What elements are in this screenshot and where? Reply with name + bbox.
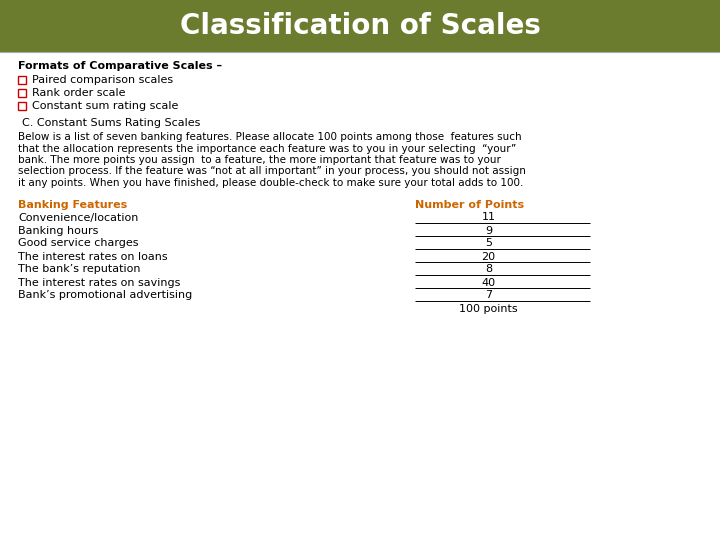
Text: C. Constant Sums Rating Scales: C. Constant Sums Rating Scales	[22, 118, 200, 128]
Text: bank. The more points you assign  to a feature, the more important that feature : bank. The more points you assign to a fe…	[18, 155, 501, 165]
Text: 9: 9	[485, 226, 492, 235]
Text: The bank’s reputation: The bank’s reputation	[18, 265, 140, 274]
Text: The interest rates on savings: The interest rates on savings	[18, 278, 181, 287]
FancyBboxPatch shape	[0, 0, 720, 52]
Text: Good service charges: Good service charges	[18, 239, 138, 248]
Text: Formats of Comparative Scales –: Formats of Comparative Scales –	[18, 61, 222, 71]
Text: 7: 7	[485, 291, 492, 300]
Text: Constant sum rating scale: Constant sum rating scale	[32, 101, 179, 111]
Text: Below is a list of seven banking features. Please allocate 100 points among thos: Below is a list of seven banking feature…	[18, 132, 521, 142]
Text: 8: 8	[485, 265, 492, 274]
Text: Convenience/location: Convenience/location	[18, 213, 138, 222]
Text: it any points. When you have finished, please double-check to make sure your tot: it any points. When you have finished, p…	[18, 178, 523, 188]
Text: The interest rates on loans: The interest rates on loans	[18, 252, 168, 261]
Text: Banking Features: Banking Features	[18, 199, 127, 210]
Text: Paired comparison scales: Paired comparison scales	[32, 75, 173, 85]
Text: Banking hours: Banking hours	[18, 226, 99, 235]
Text: Classification of Scales: Classification of Scales	[179, 12, 541, 40]
Text: 40: 40	[482, 278, 495, 287]
Text: Rank order scale: Rank order scale	[32, 88, 125, 98]
Text: that the allocation represents the importance each feature was to you in your se: that the allocation represents the impor…	[18, 144, 516, 153]
Text: 5: 5	[485, 239, 492, 248]
Text: 11: 11	[482, 213, 495, 222]
Text: Bank’s promotional advertising: Bank’s promotional advertising	[18, 291, 192, 300]
Text: Number of Points: Number of Points	[415, 199, 524, 210]
Text: 20: 20	[482, 252, 495, 261]
Text: 100 points: 100 points	[459, 305, 518, 314]
Text: selection process. If the feature was “not at all important” in your process, yo: selection process. If the feature was “n…	[18, 166, 526, 177]
